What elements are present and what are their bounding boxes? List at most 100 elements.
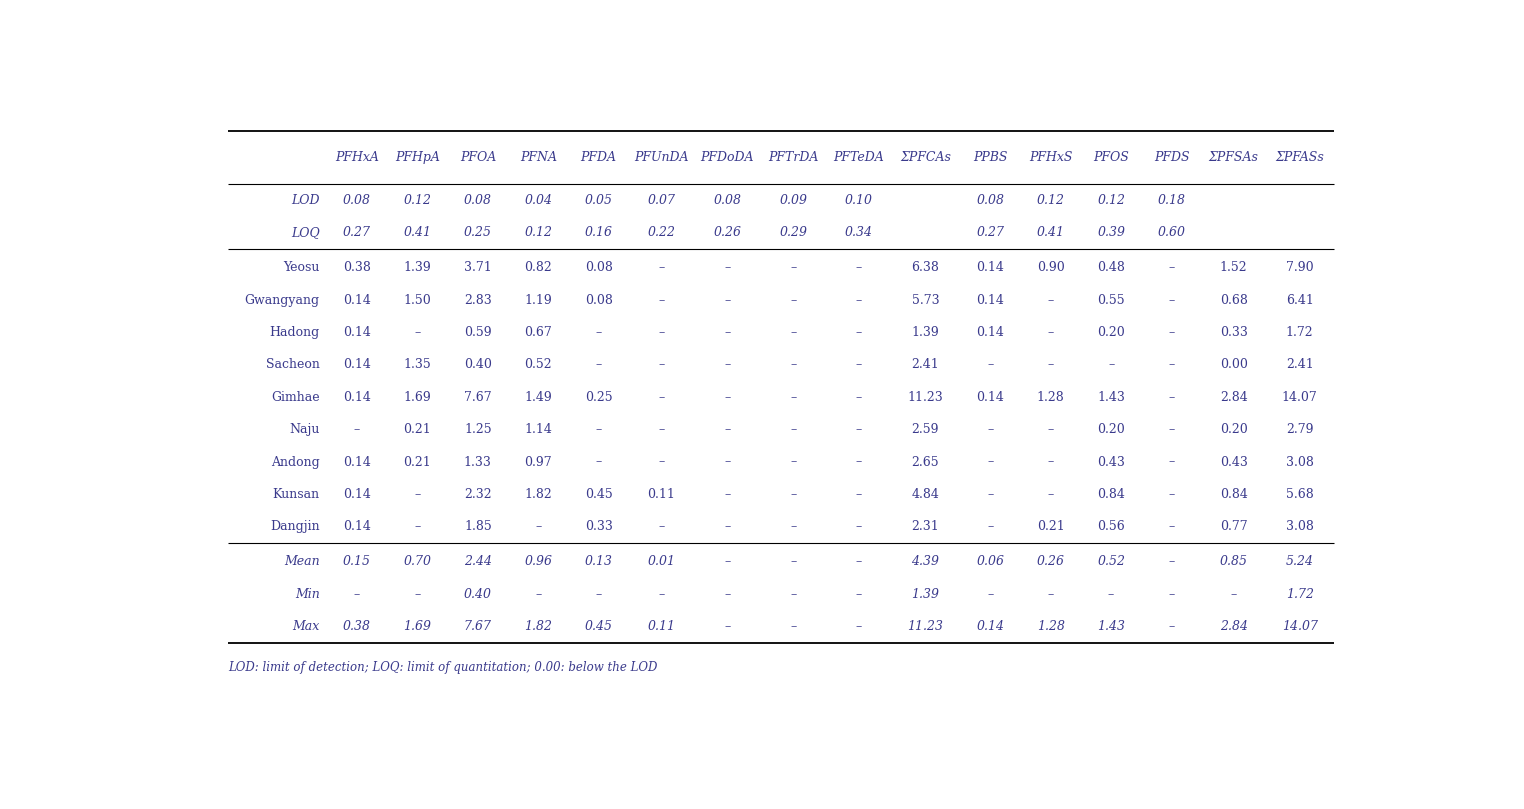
Text: –: – xyxy=(1047,358,1053,371)
Text: 14.07: 14.07 xyxy=(1282,620,1318,633)
Text: 5.68: 5.68 xyxy=(1286,488,1314,501)
Text: 0.55: 0.55 xyxy=(1097,294,1125,307)
Text: 0.90: 0.90 xyxy=(1036,261,1065,274)
Text: –: – xyxy=(658,391,664,404)
Text: PFHxS: PFHxS xyxy=(1029,151,1073,164)
Text: 0.38: 0.38 xyxy=(343,261,370,274)
Text: –: – xyxy=(724,294,730,307)
Text: ΣPFSAs: ΣPFSAs xyxy=(1209,151,1259,164)
Text: 0.59: 0.59 xyxy=(463,326,492,339)
Text: Gimhae: Gimhae xyxy=(271,391,320,404)
Text: PFTrDA: PFTrDA xyxy=(768,151,818,164)
Text: 2.84: 2.84 xyxy=(1219,391,1248,404)
Text: 0.41: 0.41 xyxy=(404,227,431,239)
Text: 0.96: 0.96 xyxy=(524,555,552,568)
Text: –: – xyxy=(855,520,861,533)
Text: 6.38: 6.38 xyxy=(911,261,939,274)
Text: 0.22: 0.22 xyxy=(648,227,675,239)
Text: 0.84: 0.84 xyxy=(1219,488,1248,501)
Text: 1.33: 1.33 xyxy=(463,455,492,468)
Text: Yeosu: Yeosu xyxy=(283,261,320,274)
Text: –: – xyxy=(658,358,664,371)
Text: 0.56: 0.56 xyxy=(1097,520,1125,533)
Text: –: – xyxy=(658,261,664,274)
Text: 0.05: 0.05 xyxy=(585,194,613,207)
Text: 0.48: 0.48 xyxy=(1097,261,1125,274)
Text: –: – xyxy=(855,620,861,633)
Text: 1.85: 1.85 xyxy=(463,520,492,533)
Text: –: – xyxy=(596,326,602,339)
Text: –: – xyxy=(1169,555,1175,568)
Text: Hadong: Hadong xyxy=(270,326,320,339)
Text: –: – xyxy=(791,620,797,633)
Text: –: – xyxy=(354,587,360,600)
Text: 0.14: 0.14 xyxy=(343,326,370,339)
Text: –: – xyxy=(1169,488,1175,501)
Text: 0.82: 0.82 xyxy=(524,261,552,274)
Text: –: – xyxy=(1108,587,1114,600)
Text: 0.14: 0.14 xyxy=(343,294,370,307)
Text: 0.12: 0.12 xyxy=(524,227,552,239)
Text: –: – xyxy=(1047,423,1053,436)
Text: 2.44: 2.44 xyxy=(463,555,492,568)
Text: –: – xyxy=(415,520,421,533)
Text: –: – xyxy=(1047,455,1053,468)
Text: 1.72: 1.72 xyxy=(1286,326,1314,339)
Text: PFOS: PFOS xyxy=(1093,151,1129,164)
Text: –: – xyxy=(658,294,664,307)
Text: –: – xyxy=(1169,358,1175,371)
Text: 5.73: 5.73 xyxy=(911,294,939,307)
Text: 11.23: 11.23 xyxy=(907,620,943,633)
Text: 0.52: 0.52 xyxy=(524,358,552,371)
Text: 2.84: 2.84 xyxy=(1219,620,1248,633)
Text: –: – xyxy=(535,520,541,533)
Text: –: – xyxy=(791,391,797,404)
Text: 0.08: 0.08 xyxy=(977,194,1004,207)
Text: 2.32: 2.32 xyxy=(463,488,492,501)
Text: –: – xyxy=(791,261,797,274)
Text: 1.69: 1.69 xyxy=(404,620,431,633)
Text: 0.85: 0.85 xyxy=(1219,555,1248,568)
Text: –: – xyxy=(596,423,602,436)
Text: 0.10: 0.10 xyxy=(844,194,872,207)
Text: 4.84: 4.84 xyxy=(911,488,939,501)
Text: 0.06: 0.06 xyxy=(977,555,1004,568)
Text: 2.83: 2.83 xyxy=(463,294,492,307)
Text: –: – xyxy=(724,488,730,501)
Text: 0.08: 0.08 xyxy=(585,294,613,307)
Text: 0.14: 0.14 xyxy=(343,455,370,468)
Text: –: – xyxy=(1047,587,1053,600)
Text: 0.20: 0.20 xyxy=(1097,423,1125,436)
Text: –: – xyxy=(724,455,730,468)
Text: 0.43: 0.43 xyxy=(1097,455,1125,468)
Text: –: – xyxy=(855,488,861,501)
Text: 0.34: 0.34 xyxy=(844,227,872,239)
Text: 1.25: 1.25 xyxy=(463,423,492,436)
Text: –: – xyxy=(1169,455,1175,468)
Text: PFUnDA: PFUnDA xyxy=(634,151,689,164)
Text: –: – xyxy=(988,520,994,533)
Text: 0.21: 0.21 xyxy=(404,455,431,468)
Text: 0.16: 0.16 xyxy=(585,227,613,239)
Text: –: – xyxy=(724,555,730,568)
Text: –: – xyxy=(791,587,797,600)
Text: –: – xyxy=(1169,261,1175,274)
Text: 1.35: 1.35 xyxy=(404,358,431,371)
Text: –: – xyxy=(724,326,730,339)
Text: –: – xyxy=(1169,423,1175,436)
Text: 0.20: 0.20 xyxy=(1219,423,1248,436)
Text: –: – xyxy=(724,520,730,533)
Text: –: – xyxy=(1047,326,1053,339)
Text: –: – xyxy=(1169,391,1175,404)
Text: 0.45: 0.45 xyxy=(585,488,613,501)
Text: –: – xyxy=(1169,620,1175,633)
Text: 0.60: 0.60 xyxy=(1158,227,1186,239)
Text: 0.12: 0.12 xyxy=(1097,194,1125,207)
Text: 7.90: 7.90 xyxy=(1286,261,1314,274)
Text: –: – xyxy=(658,326,664,339)
Text: 0.08: 0.08 xyxy=(343,194,370,207)
Text: 3.08: 3.08 xyxy=(1286,520,1314,533)
Text: PFNA: PFNA xyxy=(520,151,556,164)
Text: LOD: LOD xyxy=(291,194,320,207)
Text: –: – xyxy=(855,261,861,274)
